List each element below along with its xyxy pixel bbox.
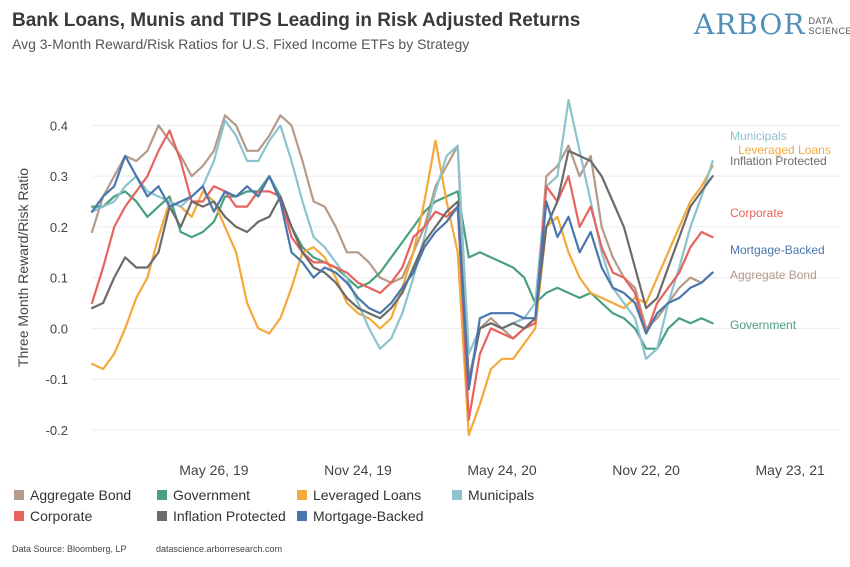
legend-label: Municipals xyxy=(468,487,535,503)
data-source: Data Source: Bloomberg, LP xyxy=(12,544,127,554)
legend-item: Municipals xyxy=(452,487,582,503)
chart-subtitle: Avg 3-Month Reward/Risk Ratios for U.S. … xyxy=(12,36,470,52)
end-label: Corporate xyxy=(730,206,784,220)
end-label: Mortgage-Backed xyxy=(730,243,825,257)
x-tick-label: May 23, 21 xyxy=(756,462,825,478)
legend-label: Corporate xyxy=(30,508,93,524)
series-line-inflation-protected xyxy=(90,149,714,386)
series-line-municipals xyxy=(90,98,714,360)
website: datascience.arborresearch.com xyxy=(156,544,283,554)
end-label: Municipals xyxy=(730,129,787,143)
series-layer xyxy=(90,98,714,436)
legend-label: Mortgage-Backed xyxy=(313,508,424,524)
legend-item: Government xyxy=(157,487,297,503)
y-tick-label: -0.2 xyxy=(46,423,68,438)
end-label: Inflation Protected xyxy=(730,154,827,168)
legend-label: Government xyxy=(173,487,251,503)
legend-swatch xyxy=(297,511,307,521)
y-tick-label: 0.3 xyxy=(50,169,68,184)
x-tick-label: May 26, 19 xyxy=(179,462,248,478)
y-tick-label: -0.1 xyxy=(46,372,68,387)
legend-item: Leveraged Loans xyxy=(297,487,452,503)
series-line-government xyxy=(90,175,714,350)
legend: Aggregate Bond Government Leveraged Loans M… xyxy=(14,487,574,524)
legend-item: Inflation Protected xyxy=(157,508,297,524)
legend-label: Aggregate Bond xyxy=(30,487,132,503)
legend-label: Leveraged Loans xyxy=(313,487,422,503)
end-label: Aggregate Bond xyxy=(730,268,817,282)
legend-item: Mortgage-Backed xyxy=(297,508,452,524)
legend-swatch xyxy=(14,490,24,500)
y-tick-label: 0.4 xyxy=(50,118,68,133)
chart-title: Bank Loans, Munis and TIPS Leading in Ri… xyxy=(12,10,581,31)
series-line-mortgage-backed xyxy=(90,154,714,391)
legend-item: Corporate xyxy=(14,508,157,524)
legend-label: Inflation Protected xyxy=(173,508,286,524)
end-label: Leveraged Loans xyxy=(738,143,831,157)
legend-swatch xyxy=(14,511,24,521)
arbor-logo: ARBOR DATA SCIENCE xyxy=(694,8,850,42)
series-line-aggregate-bond xyxy=(90,114,714,381)
logo-sub-data: DATA xyxy=(808,16,834,26)
y-tick-label: 0.2 xyxy=(50,220,68,235)
axis-layer: -0.2 -0.1 0.0 0.1 0.2 0.3 0.4 May 26, 19 Nov 24,… xyxy=(15,118,825,478)
logo-subtext: DATA SCIENCE xyxy=(808,16,850,36)
y-axis-label: Three Month Reward/Risk Ratio xyxy=(15,168,31,367)
logo-wordmark: ARBOR xyxy=(694,8,806,41)
end-label: Government xyxy=(730,318,797,332)
series-line-corporate xyxy=(90,129,714,421)
x-tick-label: Nov 24, 19 xyxy=(324,462,392,478)
x-tick-label: Nov 22, 20 xyxy=(612,462,680,478)
legend-swatch xyxy=(297,490,307,500)
legend-swatch xyxy=(157,511,167,521)
logo-sub-science: SCIENCE xyxy=(808,26,850,36)
legend-item: Aggregate Bond xyxy=(14,487,157,503)
legend-swatch xyxy=(157,490,167,500)
x-tick-label: May 24, 20 xyxy=(467,462,536,478)
y-tick-label: 0.1 xyxy=(50,271,68,286)
y-tick-label: 0.0 xyxy=(50,321,68,336)
legend-swatch xyxy=(452,490,462,500)
